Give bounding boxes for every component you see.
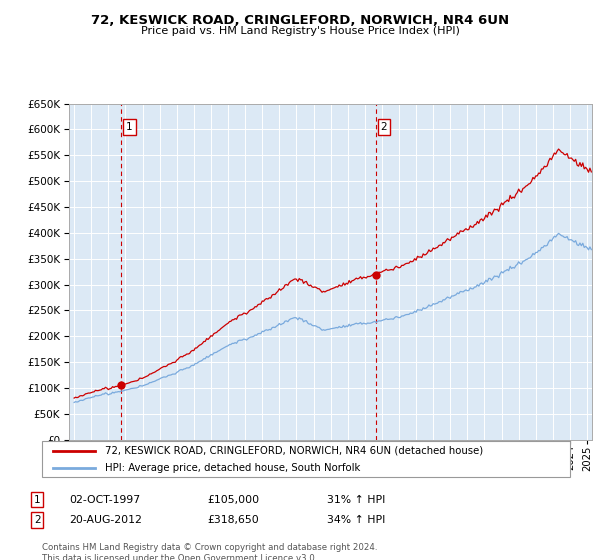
Text: £105,000: £105,000 xyxy=(207,494,259,505)
Text: 72, KESWICK ROAD, CRINGLEFORD, NORWICH, NR4 6UN (detached house): 72, KESWICK ROAD, CRINGLEFORD, NORWICH, … xyxy=(106,446,484,456)
Text: 2: 2 xyxy=(380,122,388,132)
Text: 1: 1 xyxy=(126,122,133,132)
Text: 2: 2 xyxy=(34,515,41,525)
Text: 1: 1 xyxy=(34,494,41,505)
Text: 20-AUG-2012: 20-AUG-2012 xyxy=(69,515,142,525)
Text: £318,650: £318,650 xyxy=(207,515,259,525)
Text: 34% ↑ HPI: 34% ↑ HPI xyxy=(327,515,385,525)
Text: 72, KESWICK ROAD, CRINGLEFORD, NORWICH, NR4 6UN: 72, KESWICK ROAD, CRINGLEFORD, NORWICH, … xyxy=(91,14,509,27)
Text: 02-OCT-1997: 02-OCT-1997 xyxy=(69,494,140,505)
Text: Contains HM Land Registry data © Crown copyright and database right 2024.
This d: Contains HM Land Registry data © Crown c… xyxy=(42,543,377,560)
Text: HPI: Average price, detached house, South Norfolk: HPI: Average price, detached house, Sout… xyxy=(106,463,361,473)
Text: 31% ↑ HPI: 31% ↑ HPI xyxy=(327,494,385,505)
Text: Price paid vs. HM Land Registry's House Price Index (HPI): Price paid vs. HM Land Registry's House … xyxy=(140,26,460,36)
